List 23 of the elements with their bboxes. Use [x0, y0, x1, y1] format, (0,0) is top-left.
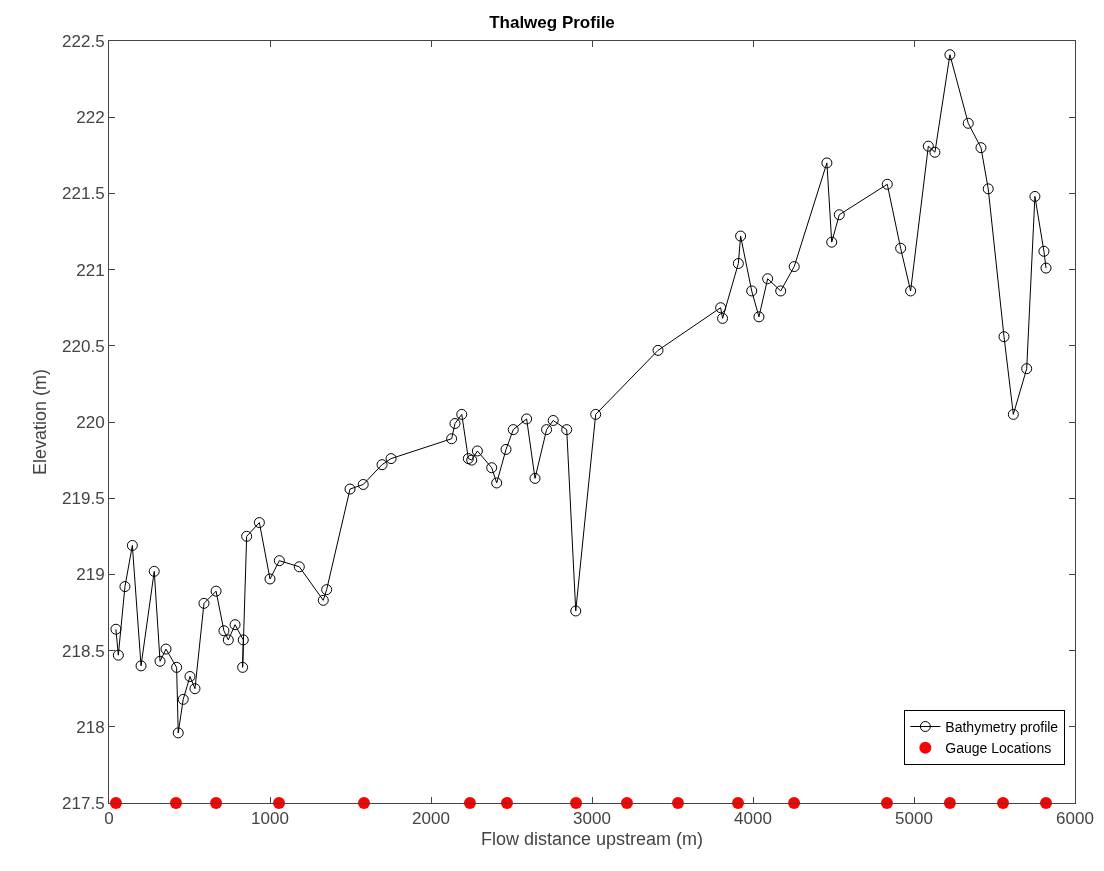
y-axis-title: Elevation (m): [30, 368, 51, 476]
y-tick-label: 217.5: [62, 793, 105, 813]
x-tick-label: 1000: [251, 809, 289, 829]
legend-label: Gauge Locations: [945, 740, 1052, 757]
legend-label: Bathymetry profile: [945, 718, 1059, 735]
x-tick-label: 3000: [573, 809, 611, 829]
y-tick-label: 221: [76, 260, 105, 280]
x-tick-label: 2000: [412, 809, 450, 829]
x-tick-label: 4000: [734, 809, 772, 829]
y-tick-label: 219.5: [62, 489, 105, 509]
y-tick-label: 220: [76, 412, 105, 432]
x-axis-title: Flow distance upstream (m): [480, 828, 704, 849]
y-tick-label: 221.5: [62, 184, 105, 204]
y-tick-label: 220.5: [62, 336, 105, 356]
x-tick-label: 0: [104, 809, 114, 829]
y-tick-label: 218: [76, 717, 105, 737]
x-tick-label: 5000: [895, 809, 933, 829]
x-tick-label: 6000: [1056, 809, 1094, 829]
y-tick-label: 222: [76, 108, 105, 128]
y-tick-label: 219: [76, 565, 105, 585]
chart-title: Thalweg Profile: [489, 12, 615, 32]
y-tick-label: 218.5: [62, 641, 105, 661]
y-tick-label: 222.5: [62, 31, 105, 51]
